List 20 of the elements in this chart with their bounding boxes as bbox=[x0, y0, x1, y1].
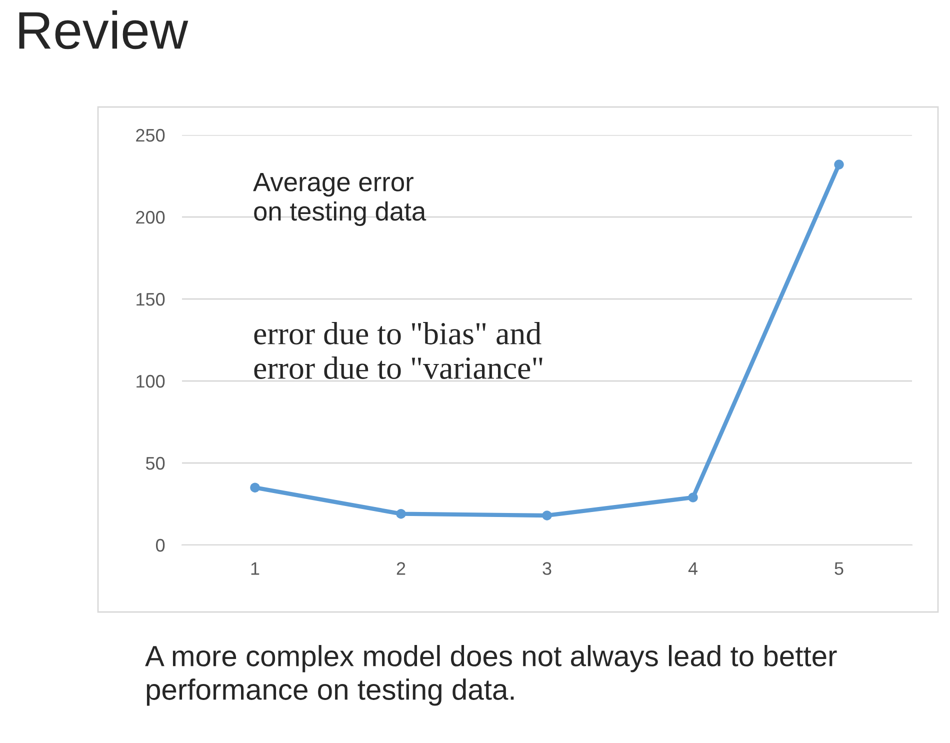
x-tick-label: 5 bbox=[834, 562, 844, 575]
chart-title: Review bbox=[19, 10, 188, 50]
y-tick-label: 150 bbox=[136, 292, 165, 306]
x-tick-label: 2 bbox=[396, 562, 406, 575]
point bbox=[250, 482, 260, 492]
y-tick-label: 50 bbox=[146, 456, 165, 470]
annotation: Average error on testing data bbox=[253, 172, 426, 226]
x-tick-label: 1 bbox=[251, 562, 260, 575]
x-tick-label: 3 bbox=[542, 562, 552, 575]
y-tick-label: 200 bbox=[136, 210, 165, 224]
y-tick-label: 0 bbox=[156, 538, 165, 552]
point bbox=[688, 492, 698, 502]
text: A more complex model does not always lead to better performance on testing data. bbox=[145, 645, 837, 706]
y-tick-label: 100 bbox=[136, 374, 165, 388]
annotation: error due to "bias" and error due to "variance" bbox=[254, 322, 542, 379]
point bbox=[542, 510, 552, 520]
x-tick-label: 4 bbox=[688, 562, 698, 575]
point bbox=[834, 160, 844, 170]
point bbox=[396, 508, 406, 519]
y-tick-label: 250 bbox=[136, 128, 165, 142]
